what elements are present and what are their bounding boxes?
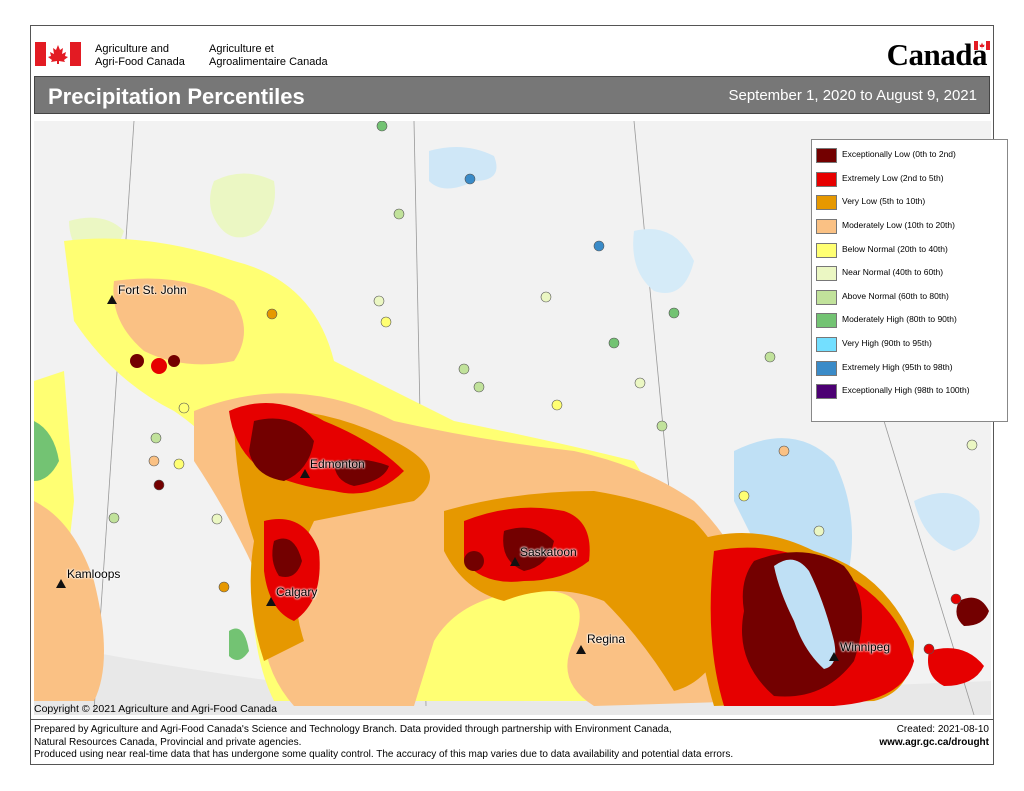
- legend-item: Above Normal (60th to 80th): [816, 289, 1006, 306]
- extremely-low-northwest-ontario: [928, 648, 984, 686]
- exceptionally-low-spot-sk: [464, 551, 484, 571]
- city-label-calgary: Calgary: [276, 585, 318, 599]
- legend-label: Very High (90th to 95th): [842, 338, 932, 348]
- legend-swatch: [816, 195, 837, 210]
- website-link[interactable]: www.agr.gc.ca/drought: [879, 737, 989, 748]
- legend-item: Near Normal (40th to 60th): [816, 265, 1006, 282]
- legend-swatch: [816, 361, 837, 376]
- moderately-high-bc: [34, 421, 59, 481]
- station-dots: [108, 121, 978, 655]
- legend-swatch: [816, 313, 837, 328]
- map-frame: Agriculture and Agri-Food Canada Agricul…: [30, 25, 1008, 765]
- legend-item: Moderately High (80th to 90th): [816, 312, 1006, 329]
- legend: Exceptionally Low (0th to 2nd) Extremely…: [811, 139, 1008, 422]
- edmonton-marker-icon: [300, 469, 310, 478]
- saskatoon-marker-icon: [510, 557, 520, 566]
- legend-item: Very High (90th to 95th): [816, 336, 1006, 353]
- near-normal-patch-north: [210, 173, 275, 238]
- legend-item: Extremely Low (2nd to 5th): [816, 171, 1006, 188]
- exceptionally-low-ontario: [956, 597, 989, 626]
- legend-label: Extremely High (95th to 98th): [842, 362, 953, 372]
- legend-item: Moderately Low (10th to 20th): [816, 218, 1006, 235]
- exceptionally-low-spot-peace-2: [168, 355, 180, 367]
- wordmark-flag-icon: [974, 41, 990, 50]
- moderately-low-bc-south: [34, 501, 104, 701]
- department-name-en: Agriculture and Agri-Food Canada: [95, 43, 185, 68]
- credits: Prepared by Agriculture and Agri-Food Ca…: [34, 724, 734, 760]
- legend-item: Exceptionally Low (0th to 2nd): [816, 147, 1006, 164]
- legend-label: Extremely Low (2nd to 5th): [842, 173, 944, 183]
- city-label-winnipeg: Winnipeg: [840, 640, 891, 654]
- lake-athabasca: [429, 147, 497, 189]
- legend-swatch: [816, 172, 837, 187]
- city-label-kamloops: Kamloops: [67, 567, 121, 581]
- bc-border: [93, 121, 135, 712]
- exceptionally-low-calgary: [272, 538, 302, 577]
- exceptionally-low-east-edmonton: [334, 459, 389, 486]
- date-range: September 1, 2020 to August 9, 2021: [728, 87, 977, 104]
- legend-item: Below Normal (20th to 40th): [816, 242, 1006, 259]
- winnipeg-marker-icon: [829, 652, 839, 661]
- kamloops-marker-icon: [56, 579, 66, 588]
- legend-item: Exceptionally High (98th to 100th): [816, 383, 1006, 400]
- lake-winnipeg-south: [774, 559, 836, 669]
- legend-label: Above Normal (60th to 80th): [842, 291, 949, 301]
- calgary-marker-icon: [266, 597, 276, 606]
- city-label-edmonton: Edmonton: [310, 457, 365, 471]
- legend-item: Extremely High (95th to 98th): [816, 360, 1006, 377]
- extremely-low-spot-peace: [151, 358, 167, 374]
- legend-label: Exceptionally High (98th to 100th): [842, 385, 970, 395]
- regina-marker-icon: [576, 645, 586, 654]
- fort-st-john-marker-icon: [107, 295, 117, 304]
- legend-swatch: [816, 290, 837, 305]
- legend-label: Below Normal (20th to 40th): [842, 244, 948, 254]
- legend-swatch: [816, 219, 837, 234]
- reindeer-lake: [633, 229, 694, 293]
- legend-swatch: [816, 384, 837, 399]
- legend-label: Very Low (5th to 10th): [842, 196, 926, 206]
- lake-of-the-woods: [914, 493, 980, 551]
- legend-label: Exceptionally Low (0th to 2nd): [842, 149, 956, 159]
- legend-swatch: [816, 148, 837, 163]
- created-date: Created: 2021-08-10: [896, 724, 989, 735]
- moderately-low-peace: [113, 278, 244, 365]
- exceptionally-low-spot-peace-1: [130, 354, 144, 368]
- legend-swatch: [816, 337, 837, 352]
- exceptionally-low-edmonton: [249, 418, 314, 481]
- canada-wordmark: Canada: [886, 37, 988, 72]
- map-title: Precipitation Percentiles: [48, 84, 305, 109]
- moderately-high-rockies: [229, 628, 249, 660]
- legend-swatch: [816, 243, 837, 258]
- legend-label: Moderately High (80th to 90th): [842, 314, 957, 324]
- city-label-regina: Regina: [587, 632, 626, 646]
- department-name-fr: Agriculture et Agroalimentaire Canada: [209, 43, 328, 68]
- legend-item: Very Low (5th to 10th): [816, 194, 1006, 211]
- legend-label: Moderately Low (10th to 20th): [842, 220, 955, 230]
- copyright: Copyright © 2021 Agriculture and Agri-Fo…: [34, 703, 277, 715]
- header: Agriculture and Agri-Food Canada Agricul…: [31, 26, 993, 74]
- city-label-saskatoon: Saskatoon: [520, 545, 577, 559]
- legend-label: Near Normal (40th to 60th): [842, 267, 944, 277]
- canada-flag-icon: [35, 42, 81, 66]
- legend-swatch: [816, 266, 837, 281]
- city-label-fort-st-john: Fort St. John: [118, 283, 187, 297]
- title-bar: Precipitation Percentiles September 1, 2…: [34, 76, 990, 114]
- footer-divider: [31, 719, 993, 720]
